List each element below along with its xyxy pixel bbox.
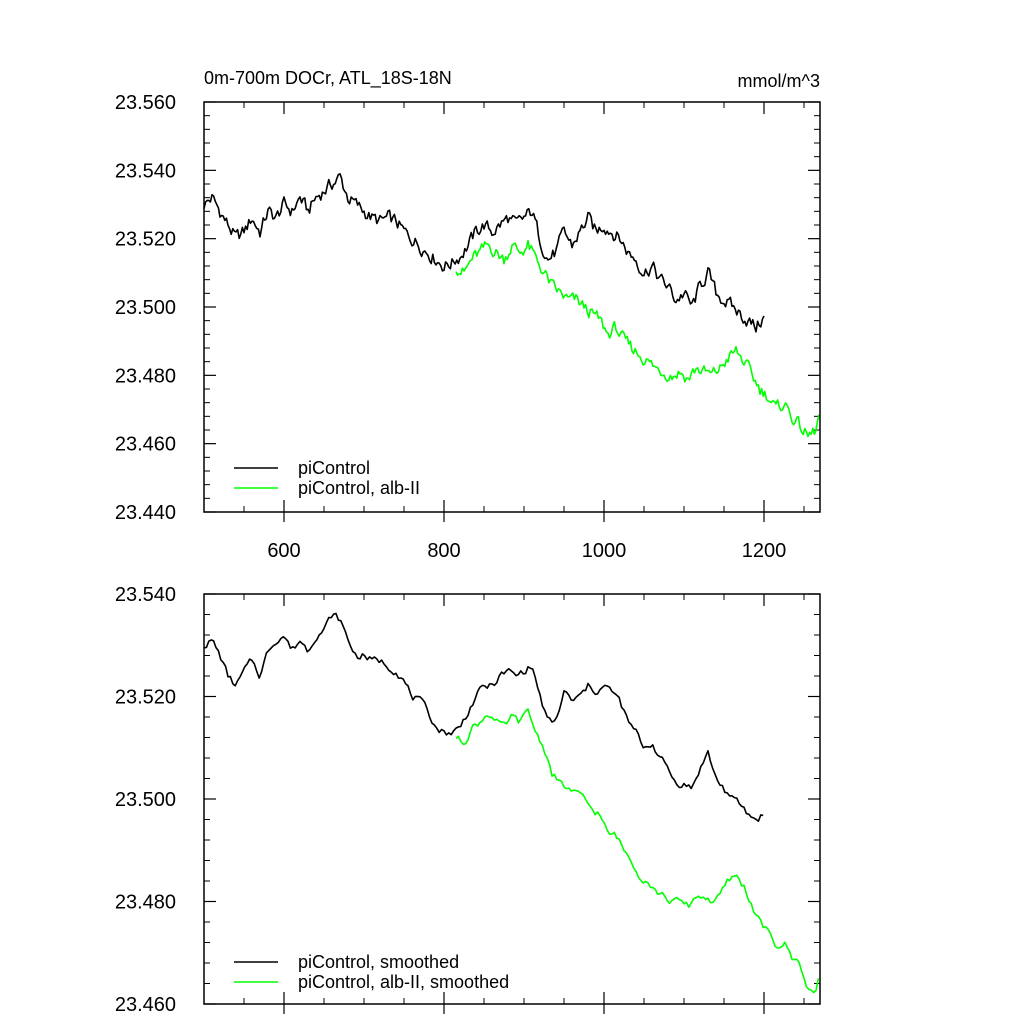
top-plot-lines (203, 173, 820, 438)
bottom-plot-frame (203, 593, 821, 1005)
top-y-axis: 23.440 23.460 23.480 23.500 23.520 23.540 23.5… (115, 92, 820, 524)
bottom-series-line-1 (203, 612, 764, 822)
top-series-line-1 (203, 173, 765, 333)
top-x-tick-label: 1200 (742, 540, 787, 562)
top-x-axis: 600 800 1000 1200 (203, 102, 805, 562)
top-y-tick-label: 23.440 (115, 502, 176, 524)
top-plot-frame (203, 101, 821, 513)
top-y-tick-label: 23.460 (115, 434, 176, 456)
bottom-y-tick-label: 23.540 (115, 584, 176, 606)
bottom-legend-label-1: piControl, smoothed (298, 952, 459, 972)
top-y-tick-label: 23.520 (115, 229, 176, 251)
top-y-tick-label: 23.480 (115, 365, 176, 387)
bottom-y-tick-label: 23.480 (115, 892, 176, 914)
top-x-tick-label: 800 (427, 540, 460, 562)
top-chart-title: 0m-700m DOCr, ATL_18S-18N (204, 68, 452, 89)
bottom-legend-label-2: piControl, alb-II, smoothed (298, 972, 509, 992)
top-legend-label-2: piControl, alb-II (298, 478, 420, 498)
bottom-series-line-2 (455, 708, 820, 994)
bottom-x-axis (203, 594, 805, 1014)
bottom-y-tick-label: 23.460 (115, 994, 176, 1016)
top-y-tick-label: 23.560 (115, 92, 176, 114)
bottom-y-axis: 23.460 23.480 23.500 23.520 23.540 (115, 584, 820, 1016)
top-x-tick-label: 600 (267, 540, 300, 562)
top-legend: piControl piControl, alb-II (234, 458, 420, 498)
bottom-panel: 23.460 23.480 23.500 23.520 23.540 piControl… (115, 584, 821, 1016)
top-panel: 0m-700m DOCr, ATL_18S-18N mmol/m^3 23.44… (115, 68, 821, 562)
bottom-y-tick-label: 23.500 (115, 789, 176, 811)
top-legend-label-1: piControl (298, 458, 370, 478)
bottom-y-tick-label: 23.520 (115, 687, 176, 709)
bottom-plot-lines (203, 612, 820, 994)
top-x-tick-label: 1000 (582, 540, 627, 562)
top-series-line-2 (455, 239, 820, 438)
top-y-tick-label: 23.540 (115, 160, 176, 182)
top-y-tick-label: 23.500 (115, 297, 176, 319)
bottom-legend: piControl, smoothed piControl, alb-II, s… (234, 952, 509, 992)
top-chart-units: mmol/m^3 (738, 71, 820, 91)
